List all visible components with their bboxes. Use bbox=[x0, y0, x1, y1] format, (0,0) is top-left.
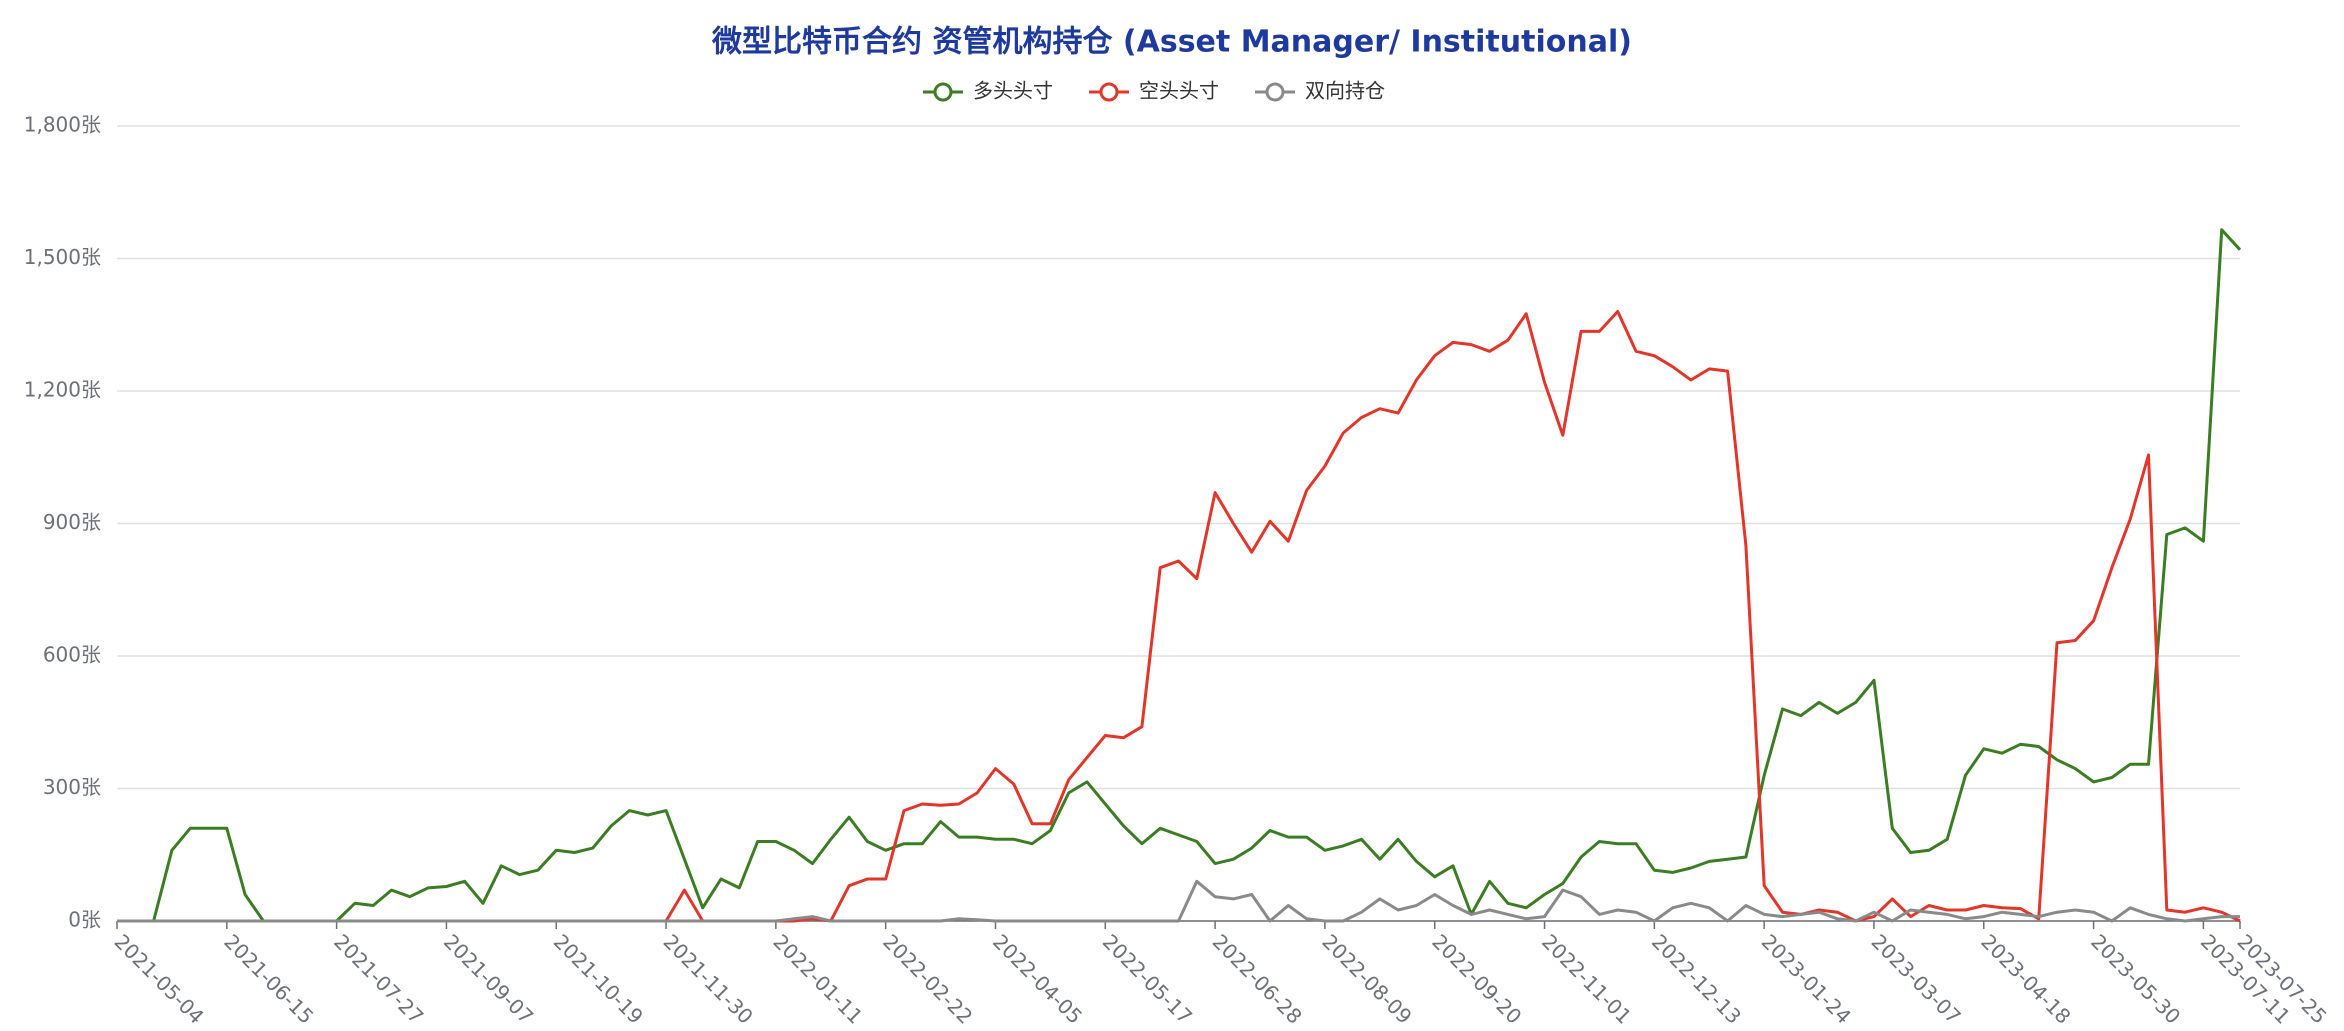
x-tick-label: 2022-04-05 bbox=[988, 929, 1087, 1028]
x-tick-label: 2022-06-28 bbox=[1208, 929, 1307, 1028]
series-line bbox=[117, 879, 2240, 923]
x-tick-label: 2023-05-30 bbox=[2086, 929, 2185, 1028]
x-tick-label: 2021-07-27 bbox=[329, 929, 428, 1028]
legend-marker bbox=[1265, 82, 1285, 102]
x-tick-label: 2021-06-15 bbox=[219, 929, 318, 1028]
x-tick-label: 2022-05-17 bbox=[1098, 929, 1197, 1028]
x-tick-label: 2022-01-11 bbox=[768, 929, 867, 1028]
x-tick-label: 2023-01-24 bbox=[1757, 929, 1856, 1028]
x-tick-label: 2023-04-18 bbox=[1976, 929, 2075, 1028]
x-tick-label: 2022-02-22 bbox=[878, 929, 977, 1028]
y-tick-label: 300张 bbox=[43, 775, 101, 799]
x-tick-label: 2021-10-19 bbox=[549, 929, 648, 1028]
legend-label: 多头头寸 bbox=[973, 79, 1053, 103]
y-tick-label: 1,800张 bbox=[24, 113, 101, 137]
legend-label: 双向持仓 bbox=[1305, 79, 1385, 103]
series-line bbox=[117, 310, 2241, 923]
y-tick-label: 600张 bbox=[43, 643, 101, 667]
y-tick-label: 1,200张 bbox=[24, 378, 101, 402]
legend-label: 空头头寸 bbox=[1139, 79, 1219, 103]
y-tick-label: 0张 bbox=[68, 908, 101, 932]
x-tick-label: 2022-11-01 bbox=[1537, 929, 1636, 1028]
chart-title: 微型比特币合约 资管机构持仓 (Asset Manager/ Instituti… bbox=[711, 25, 1632, 60]
x-tick-label: 2023-03-07 bbox=[1867, 929, 1966, 1028]
x-tick-label: 2022-09-20 bbox=[1427, 929, 1526, 1028]
x-tick-label: 2021-05-04 bbox=[110, 929, 209, 1028]
series-line bbox=[117, 228, 2242, 923]
y-tick-label: 900张 bbox=[43, 510, 101, 534]
x-tick-label: 2021-09-07 bbox=[439, 929, 538, 1028]
y-tick-label: 1,500张 bbox=[24, 245, 101, 269]
legend-marker bbox=[1099, 82, 1119, 102]
x-tick-label: 2022-08-09 bbox=[1317, 929, 1416, 1028]
x-tick-label: 2021-11-30 bbox=[659, 929, 758, 1028]
x-tick-label: 2022-12-13 bbox=[1647, 929, 1746, 1028]
legend-marker bbox=[933, 82, 953, 102]
